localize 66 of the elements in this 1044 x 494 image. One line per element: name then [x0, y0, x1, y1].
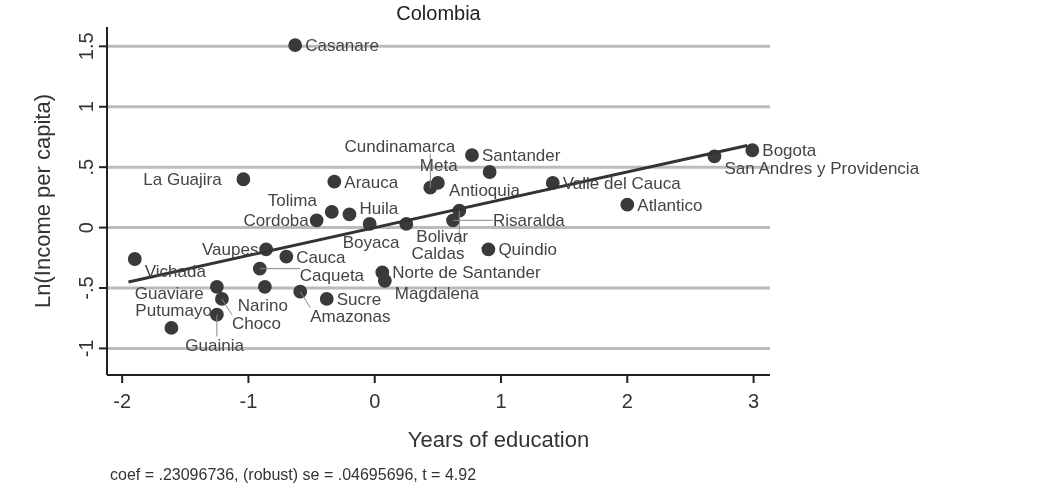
annotation: Cundinamarca [344, 136, 456, 156]
annotation: Putumayo [135, 300, 212, 320]
annotation: Casanare [305, 36, 379, 56]
point [745, 143, 760, 158]
annotation: Narino [237, 295, 288, 315]
point [620, 197, 635, 212]
y-tick-label: -1 [75, 339, 97, 358]
chart-title: Colombia [396, 2, 482, 24]
y-tick-label: -.5 [75, 276, 97, 300]
text: coef = .23096736, (robust) se = .04695696, t = 4.92 [110, 466, 477, 483]
annotation: Antioquia [449, 180, 521, 200]
annotation: Bogota [762, 141, 817, 161]
annotation: Tolima [267, 190, 318, 210]
point [164, 320, 179, 335]
annotation: Caqueta [299, 265, 365, 285]
annotation: Magdalena [394, 283, 480, 303]
y-tick-label: .5 [75, 158, 97, 176]
x-axis-title: Years of education [407, 427, 590, 452]
annotation: Risaralda [493, 211, 566, 231]
annotation: Guainia [185, 335, 245, 355]
x-tick-label: 0 [369, 390, 381, 412]
annotation: Norte de Santander [392, 263, 542, 283]
annotation: Amazonas [310, 306, 391, 326]
x-tick-label: 2 [621, 390, 633, 412]
annotation: Cordoba [243, 211, 310, 231]
y-tick-label: 0 [75, 222, 97, 234]
point [293, 284, 308, 299]
y-tick-label: 1 [75, 101, 97, 113]
point [215, 291, 229, 306]
point [236, 172, 251, 187]
point [482, 165, 497, 179]
x-tick-label: 3 [748, 390, 760, 412]
annotation: La Guajira [143, 170, 223, 190]
y-axis-title: Ln(Income per capita) [30, 94, 55, 308]
annotation: Atlantico [637, 195, 703, 215]
point [377, 273, 392, 288]
y-tick-label: 1.5 [75, 32, 97, 61]
annotation: San Andres y Providencia [724, 159, 920, 179]
point [327, 174, 342, 189]
point [324, 204, 339, 219]
point [288, 38, 303, 53]
x-tick-label: -1 [239, 390, 258, 412]
x-tick-label: -2 [113, 390, 132, 412]
x-tick-label: 1 [495, 390, 507, 412]
annotation: Arauca [344, 172, 399, 192]
point [319, 291, 334, 306]
annotation: Guaviare [134, 283, 204, 303]
point [252, 261, 267, 276]
point [465, 148, 479, 162]
annotation: Quindio [498, 240, 557, 260]
annotation: Huila [359, 199, 399, 219]
point [309, 213, 324, 228]
annotation: Vaupes [202, 240, 259, 260]
point [423, 180, 438, 195]
point [342, 207, 357, 222]
point [257, 279, 272, 294]
point [209, 279, 224, 294]
annotation: Choco [231, 313, 282, 333]
annotation: Sucre [336, 289, 382, 309]
point [127, 252, 142, 266]
annotation: Santander [481, 146, 561, 166]
point [481, 242, 496, 257]
point [279, 249, 294, 264]
annotation: Bolivar [416, 226, 469, 246]
annotation: Caldas [411, 243, 465, 263]
annotation: Meta [419, 155, 459, 175]
